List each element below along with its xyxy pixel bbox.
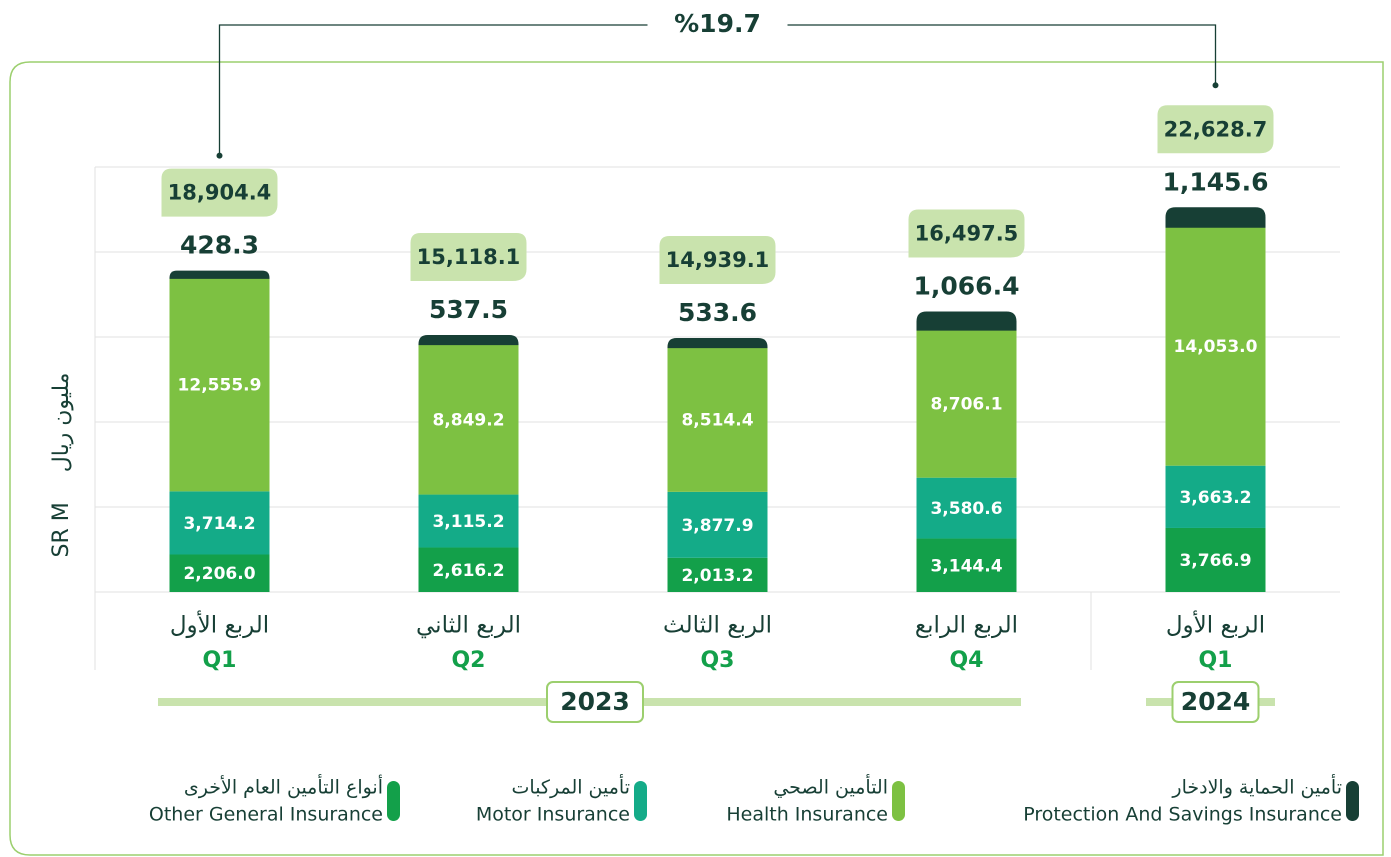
growth-bracket: [218, 24, 1217, 156]
bar-segment: [916, 311, 1017, 331]
legend-swatch: [387, 781, 400, 821]
bar-segment: [916, 538, 1017, 592]
bar-segment: [667, 557, 768, 592]
total-box: [410, 232, 527, 281]
category-label-ar: الربع الأول: [170, 611, 269, 639]
bracket-dot: [1212, 82, 1219, 89]
bar-segment: [667, 347, 768, 492]
category-label-ar: الربع الرابع: [915, 613, 1018, 639]
total-label: 16,497.5: [915, 222, 1019, 246]
total-label: 15,118.1: [417, 245, 521, 269]
bar-segment: [418, 334, 519, 346]
group-label: 2023: [560, 687, 630, 716]
cap-label: 537.5: [429, 295, 508, 324]
total-label: 22,628.7: [1164, 117, 1268, 141]
bracket-dot: [216, 152, 223, 159]
legend-label: Motor Insurance: [476, 804, 630, 826]
total-box: [161, 168, 278, 217]
category-label-ar: الربع الثالث: [663, 613, 772, 639]
bar-segment: [169, 277, 270, 492]
group-box: [546, 681, 644, 723]
bar-segment: [1165, 527, 1266, 592]
group-box: [1171, 681, 1260, 723]
segment-label: 3,580.6: [930, 499, 1002, 519]
bar-segment: [169, 491, 270, 555]
cap-label: 428.3: [180, 231, 259, 260]
segment-label: 3,766.9: [1179, 551, 1251, 571]
category-label: Q1: [1198, 648, 1232, 673]
bar-segment: [667, 338, 768, 349]
bar-segment: [418, 547, 519, 592]
bar-segment: [916, 477, 1017, 539]
y-label: SR M مليون ريال: [49, 373, 74, 558]
legend-label: Other General Insurance: [149, 804, 383, 826]
category-label: Q1: [202, 648, 236, 673]
cap-label: 533.6: [678, 298, 757, 327]
y-label-ar: مليون ريال: [49, 373, 74, 473]
legend-label-ar: تأمين الحماية والادخار: [1171, 774, 1342, 799]
segment-label: 2,013.2: [681, 566, 753, 586]
total-box: [659, 236, 776, 285]
segment-label: 3,144.4: [930, 556, 1002, 576]
segment-label: 3,115.2: [432, 512, 504, 532]
bar-segment: [1165, 226, 1266, 466]
segment-label: 12,555.9: [178, 376, 262, 396]
growth-label: %19.7: [674, 9, 761, 38]
segment-label: 3,877.9: [681, 516, 753, 536]
category-label: Q4: [949, 648, 983, 673]
category-label: Q3: [700, 648, 734, 673]
total-label: 18,904.4: [168, 181, 272, 205]
legend-swatch: [634, 781, 647, 821]
segment-label: 14,053.0: [1174, 337, 1258, 357]
legend-label: Health Insurance: [726, 804, 888, 826]
segment-label: 2,616.2: [432, 561, 504, 581]
bar-segment: [1165, 465, 1266, 528]
cap-label: 1,145.6: [1163, 167, 1269, 196]
category-label: Q2: [451, 648, 485, 673]
group-label: 2024: [1181, 687, 1251, 716]
bar-segment: [418, 344, 519, 495]
category-label-ar: الربع الثاني: [416, 613, 521, 639]
bar-segment: [169, 270, 270, 279]
segment-label: 8,706.1: [930, 395, 1002, 415]
y-label-en: SR M: [49, 502, 74, 557]
segment-label: 3,663.2: [1179, 488, 1251, 508]
bar-segment: [1165, 207, 1266, 228]
segment-label: 8,849.2: [432, 410, 504, 430]
frame: [9, 61, 1384, 856]
segment-label: 8,514.4: [681, 410, 753, 430]
bar-segment: [418, 494, 519, 548]
segment-label: 3,714.2: [183, 514, 255, 534]
bar-segment: [667, 491, 768, 558]
total-box: [1157, 105, 1274, 154]
legend-swatch: [892, 781, 905, 821]
category-label-ar: الربع الأول: [1166, 611, 1265, 639]
segment-label: 2,206.0: [183, 564, 255, 584]
legend-swatch: [1346, 781, 1359, 821]
total-label: 14,939.1: [666, 248, 770, 272]
legend-label-ar: تأمين المركبات: [512, 774, 630, 799]
bar-segment: [169, 554, 270, 592]
legend-label-ar: أنواع التأمين العام الأخرى: [184, 774, 383, 799]
total-box: [908, 209, 1025, 258]
cap-label: 1,066.4: [914, 272, 1020, 301]
bar-segment: [916, 329, 1017, 478]
legend-label-ar: التأمين الصحي: [773, 774, 888, 799]
legend-label: Protection And Savings Insurance: [1023, 804, 1342, 826]
